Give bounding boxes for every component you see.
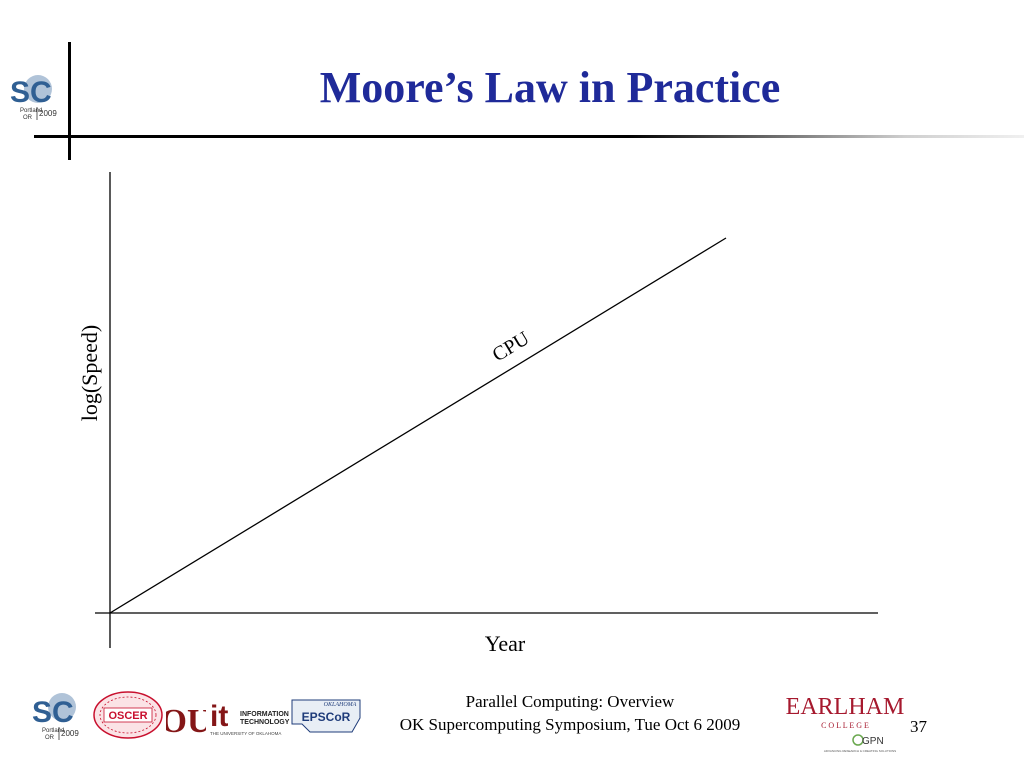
cpu-series-label: CPU — [489, 327, 534, 366]
svg-text:TECHNOLOGY: TECHNOLOGY — [240, 719, 290, 726]
sc-logo-text: SC — [10, 76, 52, 109]
oklahoma-epscor-logo: OKLAHOMA EPSCoR — [291, 699, 361, 733]
svg-text:EPSCoR: EPSCoR — [302, 710, 351, 724]
slide-number: 37 — [910, 717, 927, 736]
svg-text:GPN: GPN — [862, 736, 884, 747]
slide-footer: Parallel Computing: Overview OK Supercom… — [360, 690, 780, 736]
y-axis-label: log(Speed) — [77, 324, 102, 422]
footer-line-event: OK Supercomputing Symposium, Tue Oct 6 2… — [399, 715, 741, 734]
x-axis-label: Year — [484, 631, 526, 656]
title-horizontal-rule — [34, 135, 1024, 138]
svg-text:Portland: Portland — [42, 728, 64, 734]
sc-2009-logo: SC Portland OR 2009 — [10, 75, 57, 121]
sc-logo-year: 2009 — [39, 109, 57, 118]
svg-text:C O L L E G E: C O L L E G E — [821, 721, 869, 730]
svg-text:it: it — [210, 700, 228, 733]
svg-text:SC: SC — [32, 696, 74, 729]
ou-information-technology-logo: it INFORMATION TECHNOLOGY THE UNIVERSITY… — [210, 700, 290, 736]
sc-2009-footer-logo: SC Portland OR 2009 — [32, 693, 79, 741]
earlham-college-gpn-logo: EARLHAM C O L L E G E GPN ADVANCING RESE… — [786, 694, 905, 753]
svg-text:OKLAHOMA: OKLAHOMA — [324, 702, 357, 708]
svg-text:THE UNIVERSITY OF OKLAHOMA: THE UNIVERSITY OF OKLAHOMA — [210, 731, 281, 736]
ou-logo: OU — [166, 703, 206, 740]
oscer-logo: OSCER — [93, 691, 163, 739]
sc-logo-state: OR — [23, 115, 33, 121]
svg-text:EARLHAM: EARLHAM — [786, 694, 905, 720]
svg-text:INFORMATION: INFORMATION — [240, 711, 289, 718]
svg-text:OSCER: OSCER — [108, 710, 147, 722]
svg-text:ADVANCING RESEARCH & CREATING: ADVANCING RESEARCH & CREATING SOLUTIONS — [824, 749, 896, 753]
page-title: Moore’s Law in Practice — [319, 63, 781, 112]
svg-text:2009: 2009 — [61, 729, 79, 738]
footer-line-talk-title: Parallel Computing: Overview — [465, 692, 675, 711]
title-vertical-rule — [68, 42, 71, 160]
sc-logo-city: Portland — [20, 108, 42, 114]
svg-text:OR: OR — [45, 735, 55, 741]
cpu-series-line — [109, 237, 727, 614]
svg-text:OU: OU — [166, 703, 206, 740]
